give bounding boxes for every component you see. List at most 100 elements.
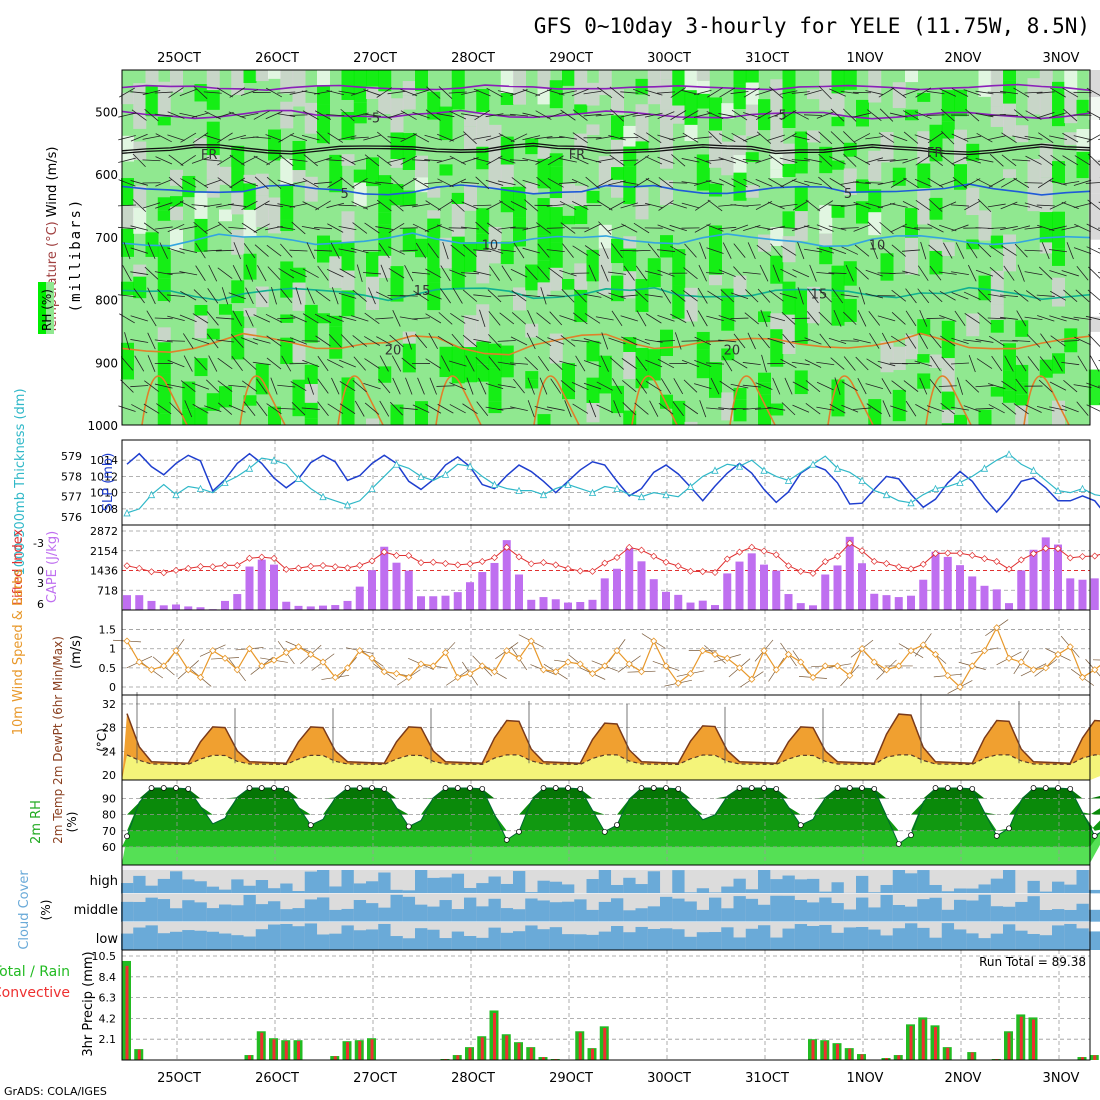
temp-contour-25 — [925, 375, 972, 426]
rh-cell — [341, 259, 355, 271]
wind-barb — [705, 362, 725, 365]
rh-cell — [353, 169, 367, 183]
precip-convective-bar — [848, 1048, 852, 1060]
wind-barb — [1013, 289, 1029, 302]
precip-convective-bar — [1081, 1057, 1084, 1060]
precip-frame — [121, 949, 1091, 1061]
wind-barb — [132, 153, 146, 167]
cloud-cell — [182, 879, 195, 894]
rh-cell — [402, 190, 416, 206]
cloud-cell — [758, 904, 771, 922]
wind-barb — [388, 222, 405, 234]
rh-cell — [794, 131, 808, 148]
wind-barb — [975, 407, 994, 410]
cloud-cell — [500, 908, 514, 922]
cape-bar — [931, 551, 940, 610]
wind-barb — [834, 377, 841, 395]
rh-cell — [660, 394, 673, 409]
rh-cell — [635, 187, 649, 220]
wind-unit: (m/s) — [69, 635, 84, 669]
rh-label: 2m RH — [29, 800, 44, 844]
date-tick-bottom: 26OCT — [255, 1071, 299, 1086]
wind-barb — [466, 377, 474, 395]
run-total-label: Run Total = 89.38 — [979, 955, 1086, 969]
precip-convective-bar — [946, 1047, 950, 1060]
temp-contour-freezing-b — [121, 145, 1091, 156]
wind-barb — [215, 317, 235, 320]
wind-speed-marker — [564, 658, 572, 666]
wind-barb — [928, 199, 943, 212]
thickness-tick: 579 — [61, 450, 82, 463]
rh-marker — [565, 785, 571, 791]
wind-speed-marker — [1054, 650, 1062, 659]
cape-bar — [686, 602, 695, 610]
cloud-cell — [929, 884, 942, 894]
wind-barb — [730, 156, 749, 164]
rh-cell — [684, 90, 698, 125]
wind-barb — [461, 113, 479, 117]
wind-barb — [510, 268, 528, 278]
wind-barb — [683, 267, 698, 280]
cloud-cell — [451, 909, 465, 922]
wind-barb — [633, 222, 650, 234]
lifted-index-marker — [1054, 545, 1062, 553]
wind-barb — [830, 357, 845, 370]
wind-barb — [1090, 355, 1100, 372]
rh-cell — [488, 353, 502, 368]
cape-bar — [1017, 570, 1026, 610]
wind-barb — [596, 381, 613, 391]
precip-convective-bar — [897, 1055, 901, 1060]
rh-cell — [1076, 99, 1090, 116]
wind-barb — [277, 226, 296, 230]
wind-barb — [915, 87, 932, 98]
rh-cell — [231, 170, 245, 192]
wind-barb — [399, 249, 418, 252]
temp-contour-25 — [827, 375, 874, 426]
wind-barb — [375, 291, 393, 301]
rh-cell — [672, 249, 686, 275]
rh-cell — [121, 342, 134, 380]
wind-barb — [428, 332, 438, 350]
wind-barb — [411, 317, 431, 320]
wind-barb — [327, 177, 344, 188]
cape-bar — [392, 562, 401, 610]
wind-barb — [926, 90, 945, 95]
cape-bar — [515, 574, 523, 610]
rh-cell — [525, 264, 539, 291]
wind-barb — [1024, 182, 1043, 184]
rh-cell — [721, 288, 735, 298]
wind-barb — [840, 294, 859, 298]
wind-barb — [804, 225, 822, 231]
wind-barb — [169, 402, 183, 416]
wind-barb — [548, 267, 564, 279]
wind-barb — [315, 200, 331, 211]
cloud-cell — [317, 897, 330, 922]
wind-barb — [669, 135, 688, 140]
date-tick-top: 26OCT — [255, 51, 299, 66]
wind-barb — [462, 244, 478, 257]
rh-cell — [660, 235, 673, 258]
cloud-cell — [537, 900, 550, 922]
wind-barb — [816, 224, 834, 232]
wind-barb — [877, 315, 896, 322]
cloud-cell — [941, 909, 955, 922]
wind-barb — [572, 403, 589, 414]
wind-barb — [718, 407, 737, 411]
rh-cell — [794, 290, 808, 314]
wind-barb — [719, 133, 736, 143]
wind-barb — [657, 134, 675, 141]
cloud-cell — [709, 897, 722, 922]
wind-barb — [340, 176, 355, 189]
lifted-index-marker — [662, 558, 670, 566]
wind-barb — [326, 159, 345, 162]
date-tick-top: 25OCT — [157, 51, 201, 66]
wind-barb — [266, 335, 282, 347]
slp-frame — [121, 439, 1091, 526]
rh-line — [126, 787, 1100, 845]
rh-cell — [157, 244, 171, 279]
wind-barb — [1040, 333, 1052, 349]
rh-cell — [1003, 370, 1016, 391]
wind-barb — [976, 358, 993, 369]
wind-barb — [939, 179, 957, 187]
cloud-cell — [1003, 924, 1016, 950]
